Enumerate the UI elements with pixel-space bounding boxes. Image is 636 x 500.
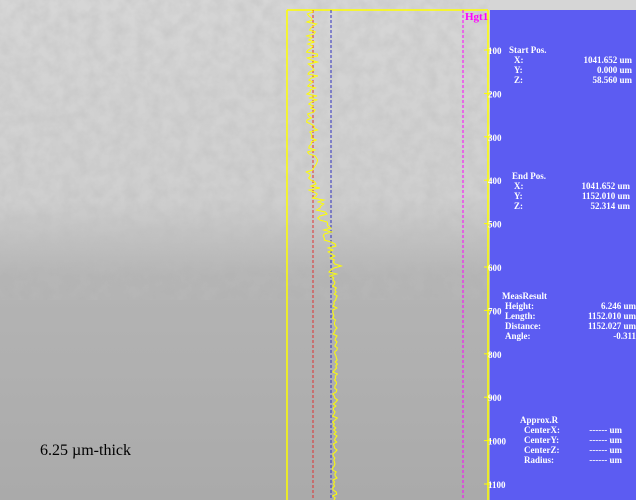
- ruler-label: 500: [488, 220, 502, 230]
- ruler-label: 1100: [488, 480, 506, 490]
- block-label: End Pos.: [512, 171, 546, 181]
- row-value: 0.000 um: [597, 65, 633, 75]
- ruler-label: 600: [488, 263, 502, 273]
- row-value: 1041.652 um: [583, 55, 632, 65]
- ruler-label: 300: [488, 133, 502, 143]
- caption: 6.25 µm-thick: [40, 442, 131, 459]
- row-value: ------ um: [589, 455, 622, 465]
- ruler-label: 200: [488, 89, 502, 99]
- row-value: 1041.652 um: [581, 181, 630, 191]
- row-key: Angle:: [505, 331, 531, 341]
- screenshot: Hgt1 6.25 µm-thick 100 200 300 400 500 600 700…: [0, 0, 636, 500]
- row-key: X:: [514, 55, 524, 65]
- row-key: X:: [514, 181, 524, 191]
- row-value: 52.314 um: [590, 201, 630, 211]
- row-value: ------ um: [589, 445, 622, 455]
- ruler-label: 700: [488, 306, 502, 316]
- row-value: 58.560 um: [592, 75, 632, 85]
- row-value: 1152.010 um: [582, 191, 631, 201]
- row-key: Y:: [514, 191, 523, 201]
- row-value: -0.311: [613, 331, 636, 341]
- ruler-label: 900: [488, 393, 502, 403]
- ruler-label: 400: [488, 176, 502, 186]
- block-label: Approx.R: [520, 415, 559, 425]
- row-key: CenterX:: [524, 425, 560, 435]
- row-value: ------ um: [589, 425, 622, 435]
- row-key: Z:: [514, 75, 523, 85]
- block-label: MeasResult: [502, 291, 547, 301]
- row-key: Y:: [514, 65, 523, 75]
- ruler-label: 800: [488, 350, 502, 360]
- row-value: 1152.010 um: [588, 311, 636, 321]
- row-value: ------ um: [589, 435, 622, 445]
- row-key: Distance:: [505, 321, 541, 331]
- row-key: Length:: [505, 311, 536, 321]
- ruler-label: 100: [488, 46, 502, 56]
- row-value: 1152.027 um: [588, 321, 636, 331]
- block-label: Start Pos.: [509, 45, 547, 55]
- ruler-label: 1000: [488, 437, 507, 447]
- row-key: CenterZ:: [524, 445, 560, 455]
- row-key: Height:: [505, 301, 534, 311]
- row-key: Z:: [514, 201, 523, 211]
- title: Hgt1: [465, 11, 488, 23]
- row-value: 6.246 um: [601, 301, 636, 311]
- row-key: Radius:: [524, 455, 554, 465]
- texture: [0, 0, 490, 300]
- row-key: CenterY:: [524, 435, 559, 445]
